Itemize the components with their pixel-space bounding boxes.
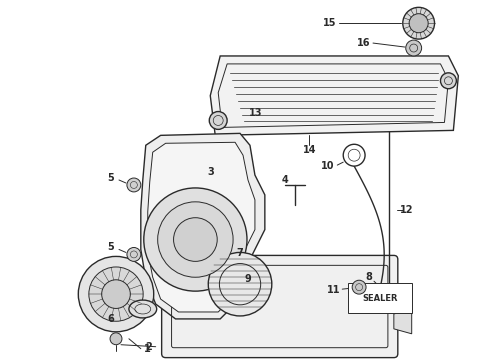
Text: 9: 9	[245, 274, 251, 284]
Circle shape	[127, 247, 141, 261]
Circle shape	[441, 73, 456, 89]
Text: 11: 11	[326, 285, 340, 295]
FancyBboxPatch shape	[162, 255, 398, 357]
Text: 1: 1	[145, 344, 151, 354]
Text: 5: 5	[108, 173, 115, 183]
Circle shape	[209, 112, 227, 129]
Circle shape	[406, 40, 421, 56]
Text: 3: 3	[207, 167, 214, 177]
Text: 10: 10	[320, 161, 334, 171]
Circle shape	[78, 256, 154, 332]
Circle shape	[173, 218, 217, 261]
Text: 7: 7	[237, 248, 244, 258]
Circle shape	[144, 188, 247, 291]
Polygon shape	[210, 56, 458, 135]
Circle shape	[89, 267, 143, 321]
FancyBboxPatch shape	[348, 283, 412, 313]
Text: 12: 12	[400, 205, 414, 215]
Text: 15: 15	[322, 18, 336, 28]
Text: 4: 4	[281, 175, 288, 185]
Text: 14: 14	[303, 145, 316, 155]
Circle shape	[110, 333, 122, 345]
Polygon shape	[141, 133, 265, 319]
Polygon shape	[148, 142, 255, 312]
Text: 13: 13	[249, 108, 263, 117]
Circle shape	[101, 280, 130, 309]
Circle shape	[352, 280, 366, 294]
Text: 5: 5	[108, 243, 115, 252]
Text: SEALER: SEALER	[362, 294, 398, 303]
Circle shape	[127, 178, 141, 192]
Circle shape	[409, 14, 428, 33]
Circle shape	[403, 7, 435, 39]
Ellipse shape	[129, 300, 157, 318]
Text: 6: 6	[108, 314, 115, 324]
Text: 2: 2	[146, 342, 152, 352]
Circle shape	[158, 202, 233, 277]
Text: 8: 8	[366, 272, 372, 282]
Circle shape	[208, 252, 272, 316]
Text: 16: 16	[357, 38, 371, 48]
Polygon shape	[394, 309, 412, 334]
Circle shape	[343, 144, 365, 166]
